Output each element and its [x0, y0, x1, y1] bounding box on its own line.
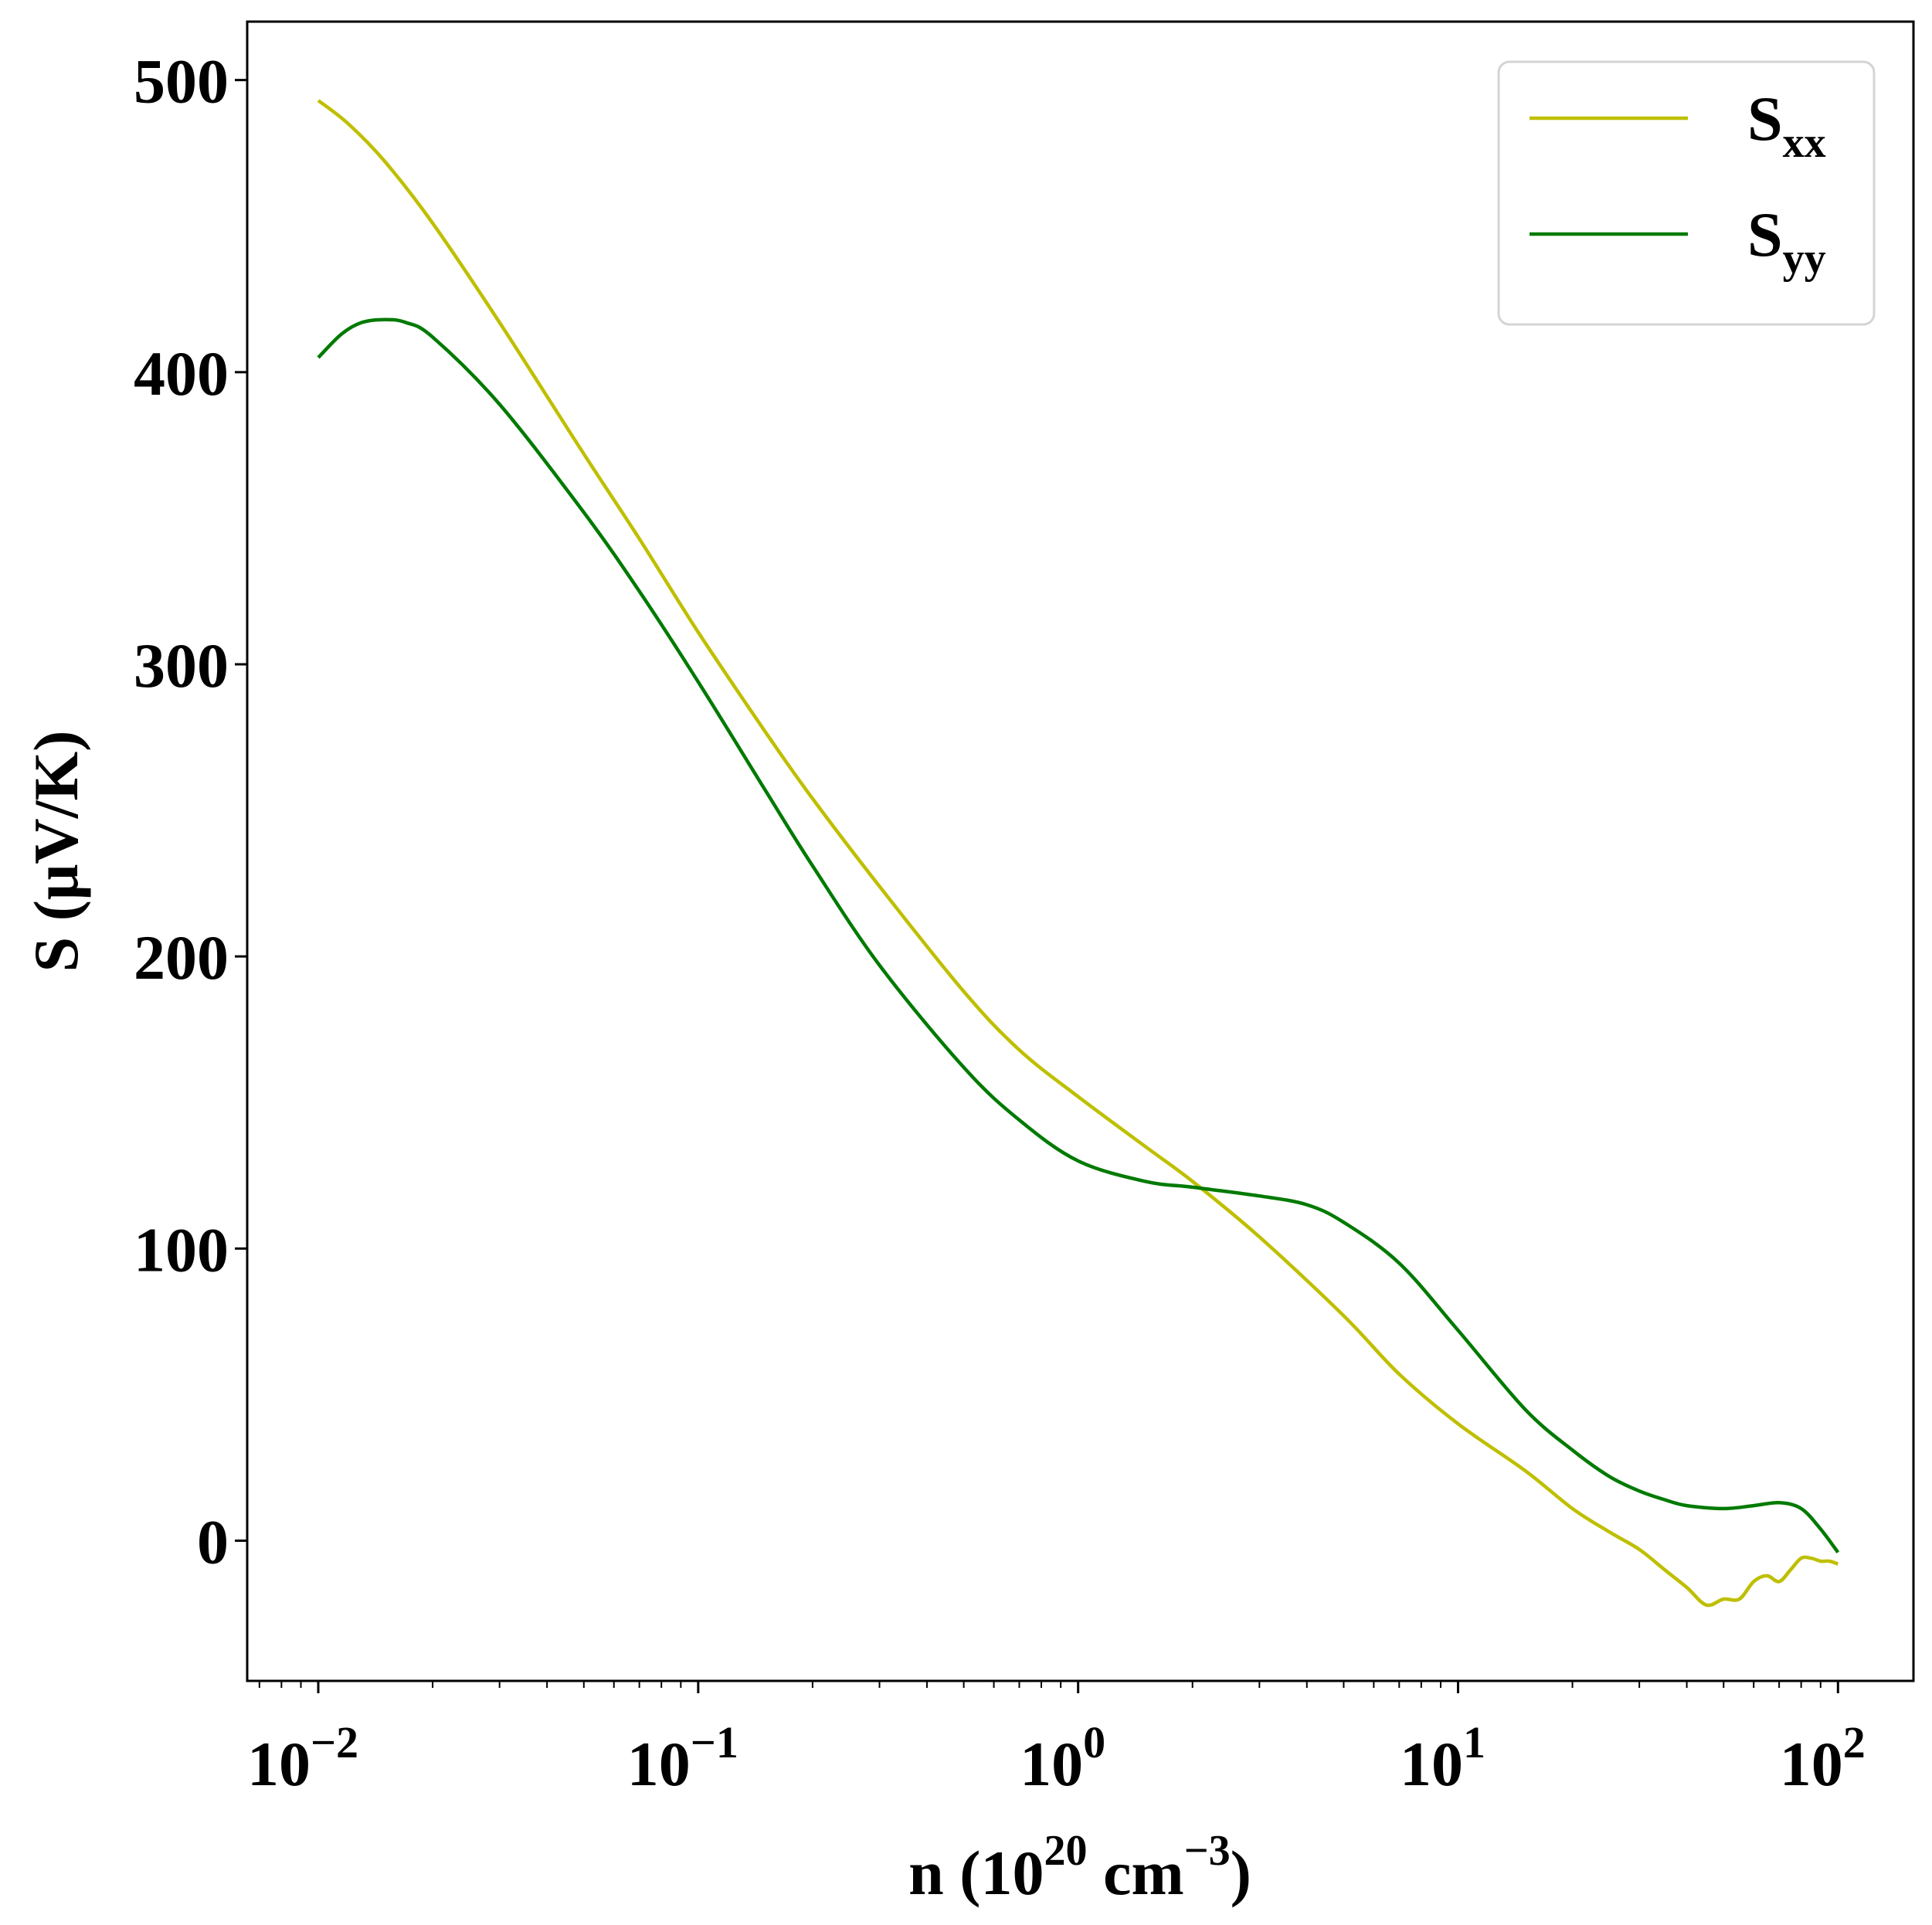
y-tick-label: 100	[134, 1214, 229, 1285]
plot-frame	[246, 20, 1915, 1682]
x-tick-label-base: 10	[1400, 1729, 1463, 1799]
y-tick-label: 200	[134, 922, 229, 993]
x-tick-label-exponent: −2	[311, 1717, 358, 1767]
legend-label-subscript: yy	[1783, 235, 1826, 283]
x-axis-label-close: )	[1231, 1838, 1251, 1908]
x-tick-label: 100	[1020, 1717, 1105, 1799]
x-tick-label-exponent: −1	[691, 1717, 739, 1767]
x-axis-label-exponent: 20	[1044, 1827, 1087, 1875]
plot-lines	[317, 99, 1840, 1608]
series-line-sxx	[317, 99, 1839, 1608]
x-tick-label-base: 10	[1780, 1729, 1843, 1799]
x-axis-label-unit: cm	[1087, 1838, 1183, 1908]
x-tick-label-exponent: 2	[1843, 1717, 1866, 1767]
legend-label-symbol: S	[1747, 83, 1783, 154]
legend-label-subscript: xx	[1783, 119, 1826, 167]
x-tick-label-base: 10	[1020, 1729, 1083, 1799]
x-tick-label: 102	[1780, 1717, 1866, 1799]
x-tick-label-exponent: 1	[1463, 1717, 1486, 1767]
y-tick-label: 300	[134, 630, 229, 701]
x-tick-label-base: 10	[627, 1729, 691, 1799]
x-axis-label-unit-exponent: −3	[1184, 1827, 1231, 1875]
x-tick-label-base: 10	[247, 1729, 311, 1799]
y-tick-label: 400	[134, 338, 229, 409]
legend-box	[1497, 60, 1876, 326]
y-tick-label: 500	[134, 46, 229, 117]
legend-label-symbol: S	[1747, 199, 1783, 270]
x-tick-label: 10−2	[247, 1717, 358, 1799]
x-axis-label: n (1020 cm−3)	[908, 1827, 1251, 1908]
x-tick-label: 101	[1400, 1717, 1486, 1799]
x-tick-label: 10−1	[627, 1717, 739, 1799]
x-tick-label-exponent: 0	[1083, 1717, 1105, 1767]
series-line-syy	[317, 317, 1840, 1553]
y-tick-label: 0	[197, 1506, 229, 1577]
y-axis-label: S (μV/K)	[21, 731, 91, 973]
legend-label-yy: Syy	[1747, 199, 1826, 283]
legend-label-xx: Sxx	[1747, 83, 1826, 167]
x-axis-label-base: n (10	[908, 1838, 1044, 1908]
